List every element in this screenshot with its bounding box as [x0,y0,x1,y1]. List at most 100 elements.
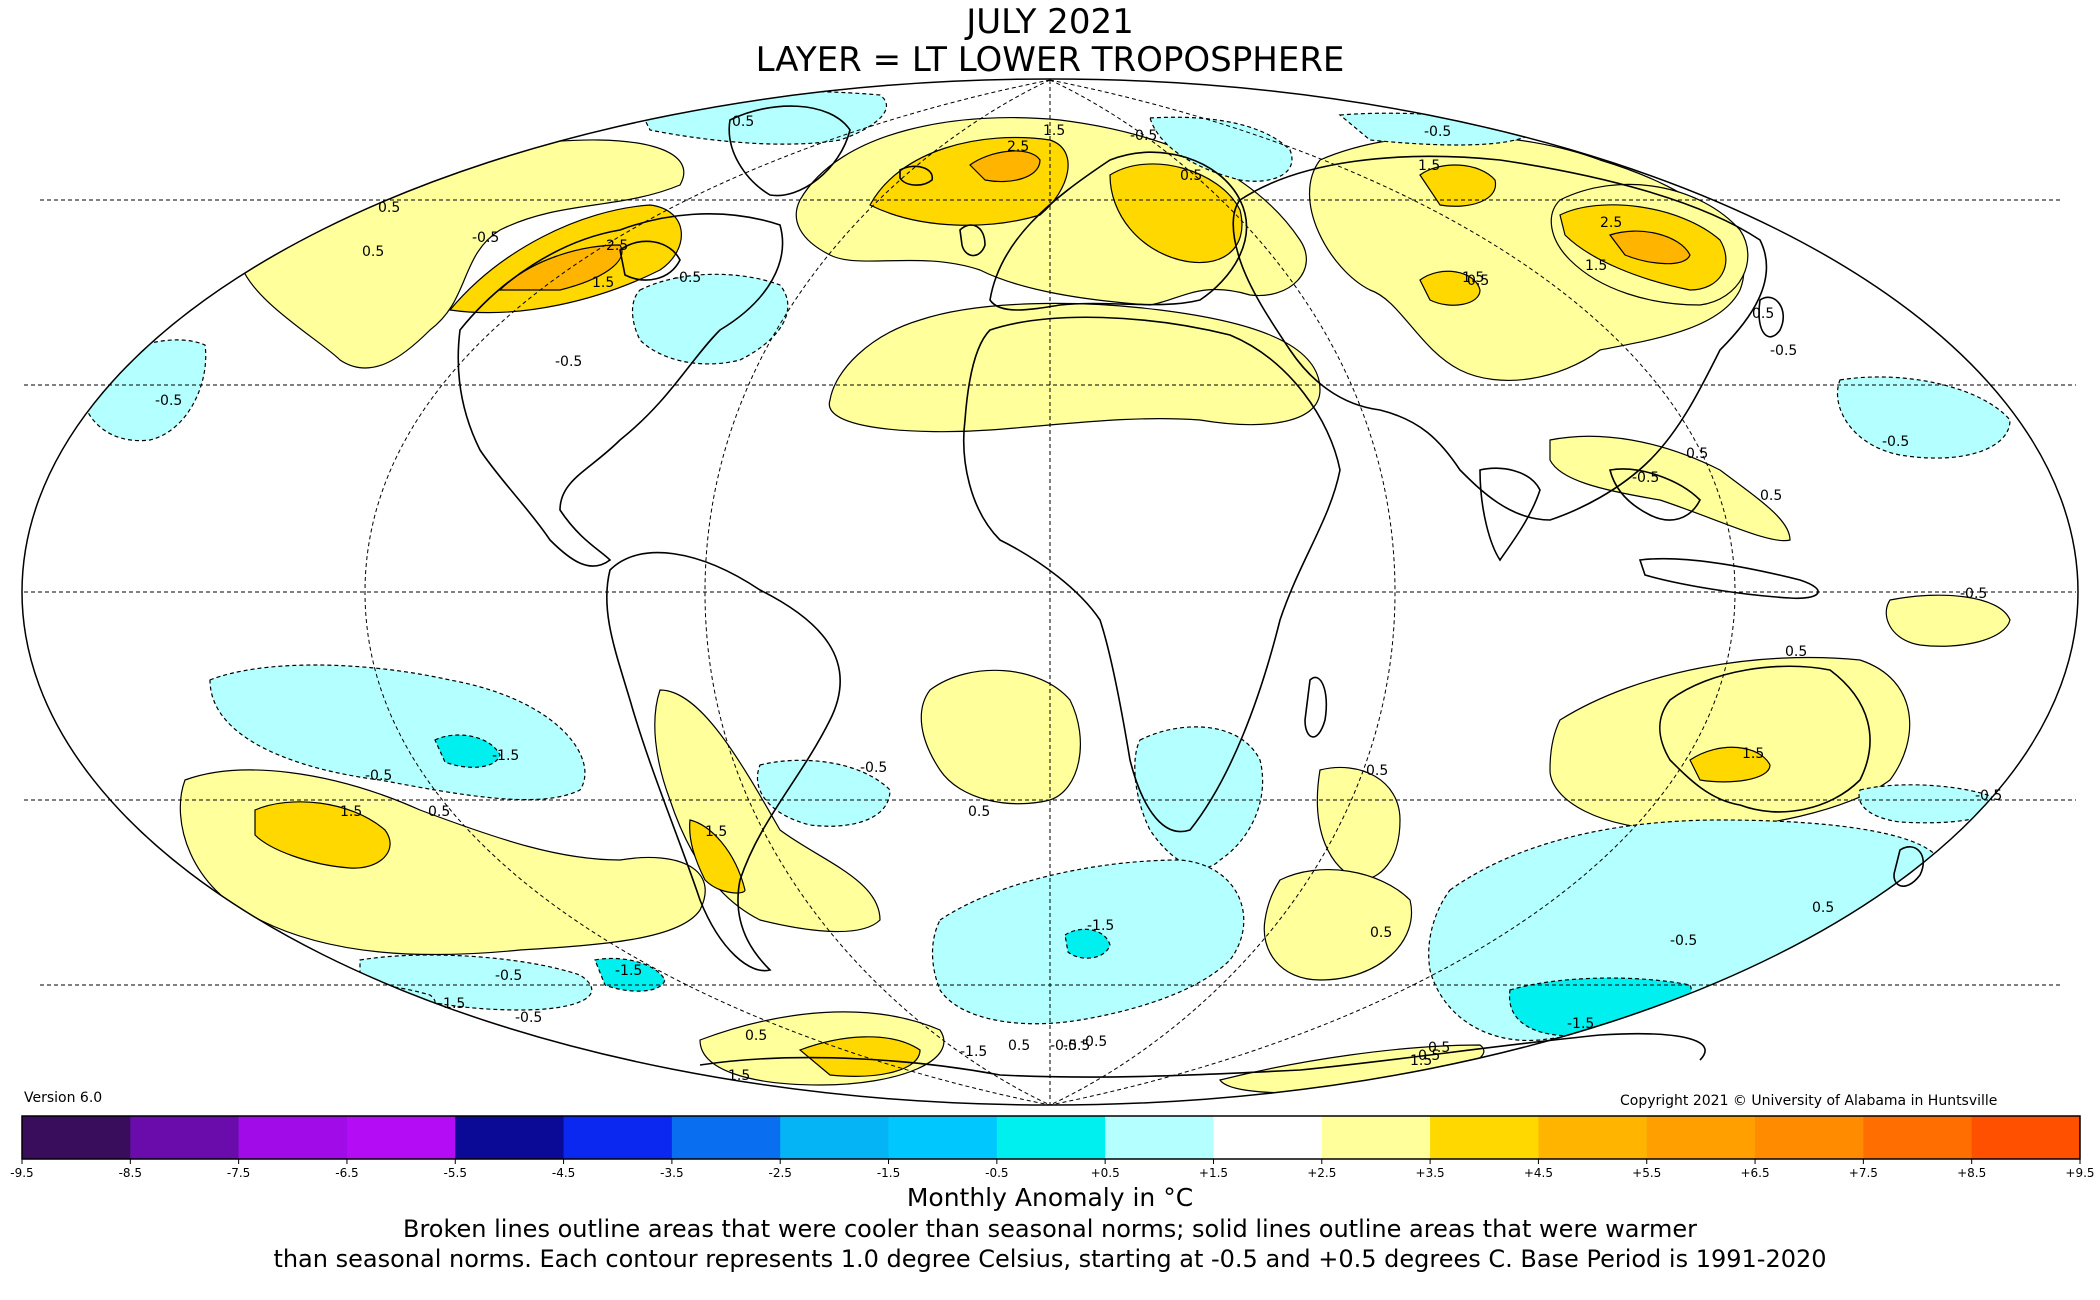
color-scale-ticks: -9.5 -8.5 -7.5 -6.5 -5.5 -4.5 -3.5 -2.5 -1.5 -0.5… [10,1159,2095,1180]
cold-region-antarctic-core [1508,977,1692,1037]
color-scale-tick-label: +4.5 [1524,1166,1553,1180]
contour-label: 1.5 [592,275,614,291]
color-scale-cell [1971,1116,2081,1159]
contour-label: -0.5 [1063,1038,1090,1054]
australia-outline [1659,665,1871,813]
contour-label: 0.5 [1752,306,1774,322]
color-scale-tick-label: +7.5 [1849,1166,1878,1180]
color-scale-cell [671,1116,781,1159]
contour-label: 1.5 [1742,746,1764,762]
color-scale-cell [130,1116,240,1159]
map-subtitle: LAYER = LT LOWER TROPOSPHERE [755,40,1345,80]
contour-label: -0.5 [1080,1034,1107,1050]
contour-label: 1.5 [1462,270,1484,286]
globe-border [21,78,2079,1106]
hot-region-siberia-core [1609,230,1691,265]
color-scale-cell [1213,1116,1323,1159]
north-america-outline [457,213,784,567]
contour-label: -1.5 [960,1044,987,1060]
warm-region-indian-ocean [1316,766,1401,881]
contour-label: -0.5 [155,393,182,409]
cold-region-south-atlantic-core [1064,928,1111,959]
color-scale-cell [346,1116,456,1159]
hot-region-australia [1689,746,1771,783]
color-scale-cell [238,1116,348,1159]
warm-region-south-atlantic [920,669,1081,805]
hot-region-pacific-nw-core [498,244,623,291]
color-scale-tick-label: -8.5 [119,1166,142,1180]
contour-label: -1.5 [438,996,465,1012]
contour-label: -0.5 [1424,124,1451,140]
contour-label: 0.5 [1366,763,1388,779]
cool-region-arctic-russia [1149,116,1293,182]
japan-outline [1758,296,1785,338]
south-america-outline [605,551,841,972]
contour-label: 0.5 [428,804,450,820]
contour-label: -0.5 [472,230,499,246]
contour-label: -0.5 [365,768,392,784]
contour-label: 0.5 [1686,446,1708,462]
color-scale-cell [1863,1116,1973,1159]
color-scale-tick-label: +9.5 [2065,1166,2094,1180]
contour-label: -1.5 [1567,1016,1594,1032]
color-scale-cell [1321,1116,1431,1159]
contour-label: 1.5 [1043,123,1065,139]
contour-label: -0.5 [1670,933,1697,949]
contour-label: 0.5 [745,1028,767,1044]
color-scale-tick-label: -4.5 [552,1166,575,1180]
color-scale-tick-label: +3.5 [1416,1166,1445,1180]
color-scale-tick-label: -0.5 [985,1166,1008,1180]
anomaly-map: 0.5 0.5 -0.5 2.5 1.5 -0.5 2.5 1.5 -0.5 0… [21,78,2079,1106]
contour-label: -0.5 [1770,343,1797,359]
map-title: JULY 2021 [966,2,1134,42]
contour-label: 0.5 [1467,273,1489,289]
contour-label: -0.5 [860,760,887,776]
warm-region-north-africa [828,302,1321,433]
copyright-notice: Copyright 2021 © University of Alabama i… [1620,1093,1998,1109]
warm-region-se-asia [1549,435,1791,542]
hot-region-scandinavia [1109,163,1243,264]
contour-label: -0.5 [1050,1038,1077,1054]
contour-label: 0.5 [1180,168,1202,184]
hot-region-russia-north [1419,164,1497,207]
color-scale-cell [996,1116,1106,1159]
contour-label: 0.5 [1760,488,1782,504]
color-scale-cell [780,1116,890,1159]
color-scale-tick-label: -6.5 [335,1166,358,1180]
contour-label: 1.5 [1418,158,1440,174]
version-label: Version 6.0 [24,1090,103,1106]
color-scale-tick-label: +0.5 [1091,1166,1120,1180]
cool-region-north-america [631,273,789,365]
color-scale-cell [1538,1116,1648,1159]
color-scale-tick-label: +2.5 [1307,1166,1336,1180]
color-scale-tick-label: +1.5 [1199,1166,1228,1180]
color-scale-tick-label: -5.5 [444,1166,467,1180]
indonesia-outline [1638,557,1819,600]
color-scale-cell [1646,1116,1756,1159]
india-outline [1479,467,1541,562]
color-scale-cell [888,1116,998,1159]
coastlines [457,105,1925,1078]
cold-region-se-pacific-core [434,734,501,768]
cool-region-se-pacific [209,664,586,801]
hot-region-north-atlantic-core [969,150,1041,183]
color-scale-cells [22,1116,2081,1159]
caption-line-2: than seasonal norms. Each contour repres… [273,1245,1827,1273]
color-scale-cell [563,1116,673,1159]
contour-label: -0.5 [1882,434,1909,450]
contour-label: 1.5 [340,804,362,820]
color-scale-cell [1755,1116,1864,1159]
new-zealand-outline [1893,846,1925,887]
contour-label: 0.5 [1812,900,1834,916]
uk-outline [959,224,986,257]
contour-label: 0.5 [1428,1040,1450,1056]
contour-label: 2.5 [606,238,628,254]
warm-region-south-indian [1263,869,1413,981]
color-scale-bar: -9.5 -8.5 -7.5 -6.5 -5.5 -4.5 -3.5 -2.5 -1.5 -0.5… [10,1115,2095,1180]
asia-outline [1232,155,1768,521]
contour-label: 0.5 [968,804,990,820]
contour-label: -0.5 [1632,470,1659,486]
color-scale-tick-label: -2.5 [768,1166,791,1180]
contour-label: 0.5 [1785,644,1807,660]
antarctica-outline [699,1032,1706,1078]
